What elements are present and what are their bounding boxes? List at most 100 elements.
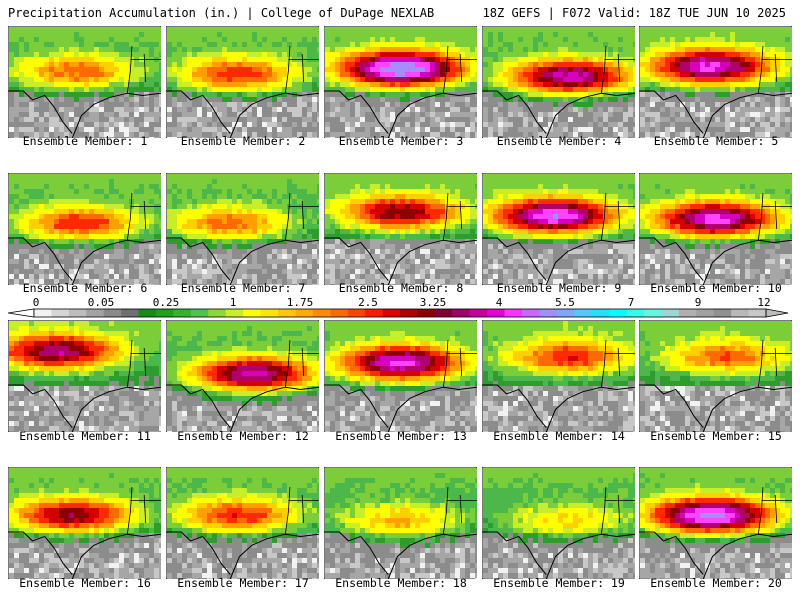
state-boundary <box>442 46 477 94</box>
precip-cell <box>59 112 64 117</box>
precip-cell <box>222 92 227 97</box>
precip-cell <box>39 27 44 32</box>
precip-cell <box>715 37 720 42</box>
precip-cell <box>710 32 715 37</box>
precip-cell <box>217 102 222 107</box>
precip-cell <box>54 194 59 199</box>
precip-cell <box>277 122 282 127</box>
precip-cell <box>129 132 134 137</box>
precip-cell <box>177 194 182 199</box>
precip-cell <box>395 52 400 57</box>
precip-cell <box>640 67 645 72</box>
precip-cell <box>14 67 19 72</box>
precip-cell <box>543 67 548 72</box>
precip-cell <box>89 82 94 87</box>
precip-cell <box>134 97 139 102</box>
precip-cell <box>302 244 307 249</box>
precip-cell <box>282 229 287 234</box>
precip-cell <box>272 37 277 42</box>
precip-cell <box>292 184 297 189</box>
precip-cell <box>104 189 109 194</box>
precip-cell <box>325 92 330 97</box>
precip-cell <box>217 112 222 117</box>
precip-cell <box>282 259 287 264</box>
precip-cell <box>242 82 247 87</box>
precip-cell <box>302 32 307 37</box>
precip-cell <box>282 117 287 122</box>
precip-cell <box>618 27 623 32</box>
precip-cell <box>192 122 197 127</box>
precip-cell <box>633 37 635 42</box>
precip-cell <box>685 87 690 92</box>
precip-cell <box>29 229 34 234</box>
precip-cell <box>262 199 267 204</box>
precip-cell <box>483 92 488 97</box>
precip-cell <box>267 32 272 37</box>
precip-cell <box>538 122 543 127</box>
precip-cell <box>307 244 312 249</box>
precip-cell <box>498 122 503 127</box>
precip-cell <box>573 77 578 82</box>
precip-cell <box>765 132 770 137</box>
precip-cell <box>109 204 114 209</box>
precip-cell <box>440 82 445 87</box>
precip-cell <box>700 97 705 102</box>
precip-cell <box>650 77 655 82</box>
precip-cell <box>628 32 633 37</box>
precip-cell <box>54 97 59 102</box>
precip-cell <box>237 47 242 52</box>
precip-cell <box>182 102 187 107</box>
precip-cell <box>252 229 257 234</box>
precip-cell <box>700 112 705 117</box>
precip-cell <box>685 62 690 67</box>
precip-cell <box>89 189 94 194</box>
precip-cell <box>167 254 172 259</box>
precip-cell <box>14 254 19 259</box>
precip-cell <box>167 117 172 122</box>
precip-cell <box>227 132 232 137</box>
precip-cell <box>710 92 715 97</box>
precip-cell <box>227 37 232 42</box>
precip-cell <box>483 97 488 102</box>
precip-cell <box>302 82 307 87</box>
precip-cell <box>222 174 227 179</box>
precip-cell <box>172 82 177 87</box>
precip-cell <box>154 229 159 234</box>
precip-cell <box>129 117 134 122</box>
border-line <box>8 90 73 134</box>
precip-cell <box>79 259 84 264</box>
precip-cell <box>282 92 287 97</box>
precip-cell <box>134 82 139 87</box>
precip-cell <box>182 62 187 67</box>
precip-cell <box>750 77 755 82</box>
precip-cell <box>775 52 780 57</box>
precip-cell <box>49 37 54 42</box>
precip-cell <box>695 62 700 67</box>
precip-cell <box>59 37 64 42</box>
precip-cell <box>720 62 725 67</box>
precip-cell <box>242 174 247 179</box>
precip-cell <box>593 132 598 137</box>
precip-cell <box>740 27 745 32</box>
precip-cell <box>493 87 498 92</box>
precip-cell <box>670 107 675 112</box>
precip-cell <box>79 32 84 37</box>
precip-cell <box>124 77 129 82</box>
precip-cell <box>645 122 650 127</box>
precip-cell <box>54 224 59 229</box>
precip-cell <box>730 72 735 77</box>
precip-cell <box>109 214 114 219</box>
precip-cell <box>430 132 435 137</box>
precip-cell <box>523 72 528 77</box>
precip-cell <box>740 62 745 67</box>
precip-cell <box>9 214 14 219</box>
precip-cell <box>99 92 104 97</box>
precip-cell <box>370 132 375 137</box>
precip-cell <box>232 249 237 254</box>
precip-cell <box>84 127 89 132</box>
precip-map-2 <box>166 26 319 138</box>
precip-cell <box>282 234 287 239</box>
precip-cell <box>548 47 553 52</box>
precip-cell <box>302 259 307 264</box>
precip-cell <box>109 107 114 112</box>
